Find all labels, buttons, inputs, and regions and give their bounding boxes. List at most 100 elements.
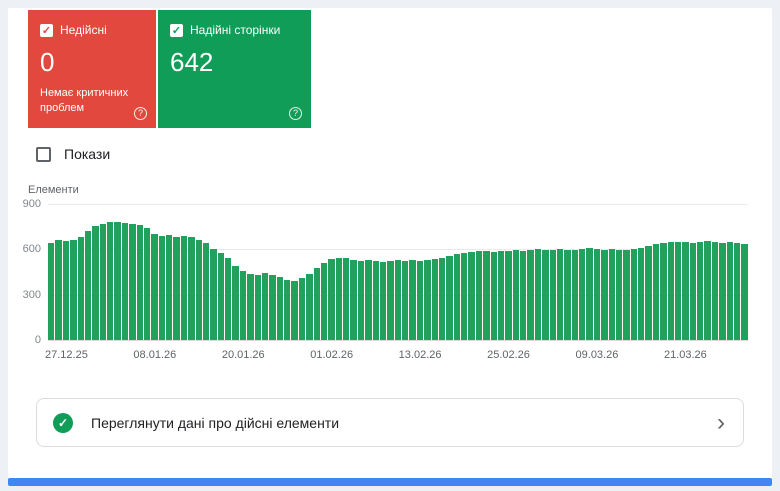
chart-bar[interactable] — [601, 249, 608, 340]
chart-bar[interactable] — [107, 222, 114, 340]
chart-bar[interactable] — [99, 223, 106, 340]
chart-bar[interactable] — [357, 260, 365, 340]
chart-bar[interactable] — [645, 246, 652, 340]
chart-bar[interactable] — [542, 250, 549, 340]
help-icon[interactable]: ? — [289, 107, 302, 120]
chart-bar[interactable] — [180, 235, 188, 340]
chart-bar[interactable] — [210, 248, 217, 340]
chart-bar[interactable] — [711, 242, 719, 340]
chart-bar[interactable] — [608, 248, 615, 340]
chart-bar[interactable] — [62, 241, 70, 340]
chart-bar[interactable] — [247, 273, 254, 340]
chart-bar[interactable] — [409, 260, 416, 340]
chart-bar[interactable] — [48, 243, 55, 340]
chart-bar[interactable] — [726, 241, 733, 340]
chart-bar[interactable] — [402, 260, 409, 340]
chart-bar[interactable] — [195, 240, 202, 340]
chart-bar[interactable] — [343, 258, 350, 340]
valid-card[interactable]: ✓ Надійні сторінки 642 ? — [158, 10, 311, 128]
chart-bar[interactable] — [527, 250, 534, 340]
chart-plot[interactable]: 0 300 600 900 — [23, 198, 748, 346]
valid-checkbox[interactable]: ✓ — [170, 23, 183, 37]
chart-bar[interactable] — [453, 254, 460, 340]
chart-bar[interactable] — [276, 277, 283, 340]
chart-bar[interactable] — [667, 241, 674, 340]
chart-bar[interactable] — [689, 242, 696, 340]
chart-bar[interactable] — [512, 250, 519, 340]
chart-bar[interactable] — [571, 250, 578, 340]
chart-bar[interactable] — [379, 262, 387, 340]
chart-bar[interactable] — [320, 262, 328, 340]
chart-bar[interactable] — [483, 250, 490, 340]
chart-bar[interactable] — [505, 251, 512, 340]
chart-bar[interactable] — [121, 222, 129, 340]
chart-bar[interactable] — [556, 248, 564, 340]
chart-bar[interactable] — [475, 251, 483, 340]
chart-bar[interactable] — [416, 260, 424, 340]
chart-bar[interactable] — [424, 259, 431, 340]
chart-bar[interactable] — [394, 259, 401, 340]
chart-bar[interactable] — [593, 249, 601, 340]
chart-bar[interactable] — [564, 249, 571, 340]
chart-bar[interactable] — [188, 237, 195, 340]
help-icon[interactable]: ? — [134, 107, 147, 120]
chart-bar[interactable] — [461, 253, 468, 340]
invalid-card[interactable]: ✓ Недійсні 0 Немає критичних проблем ? — [28, 10, 156, 128]
chart-bar[interactable] — [446, 255, 453, 340]
chart-bar[interactable] — [733, 242, 741, 340]
chart-bar[interactable] — [254, 275, 261, 340]
chart-bar[interactable] — [623, 250, 630, 340]
chart-bar[interactable] — [166, 234, 173, 340]
chart-bar[interactable] — [335, 257, 342, 340]
chart-bar[interactable] — [77, 237, 84, 340]
impressions-checkbox[interactable] — [36, 146, 51, 162]
chart-bar[interactable] — [704, 241, 711, 340]
chart-bar[interactable] — [151, 234, 158, 340]
chart-bar[interactable] — [306, 273, 313, 340]
chart-bar[interactable] — [534, 249, 542, 340]
valid-items-link[interactable]: ✓ Переглянути дані про дійсні елементи › — [36, 398, 744, 447]
chart-bar[interactable] — [328, 259, 335, 340]
chart-bar[interactable] — [55, 240, 62, 340]
chart-bar[interactable] — [173, 236, 180, 340]
chart-bar[interactable] — [652, 244, 660, 340]
chart-bar[interactable] — [719, 243, 726, 340]
chart-bar[interactable] — [136, 225, 143, 340]
chart-bar[interactable] — [549, 249, 556, 340]
chart-bar[interactable] — [372, 261, 379, 340]
chart-bar[interactable] — [350, 259, 357, 340]
chart-bar[interactable] — [92, 225, 99, 340]
chart-bar[interactable] — [291, 281, 298, 340]
chart-bar[interactable] — [225, 257, 232, 340]
chart-bar[interactable] — [129, 223, 136, 340]
chart-bar[interactable] — [630, 248, 637, 340]
invalid-checkbox[interactable]: ✓ — [40, 23, 53, 37]
chart-bar[interactable] — [586, 248, 593, 340]
chart-bar[interactable] — [741, 244, 748, 340]
chart-bar[interactable] — [497, 250, 505, 340]
chart-bar[interactable] — [261, 272, 269, 340]
chart-bar[interactable] — [490, 251, 497, 340]
chart-bar[interactable] — [365, 259, 372, 340]
chart-bar[interactable] — [579, 249, 586, 340]
chart-bar[interactable] — [232, 265, 239, 340]
chart-bar[interactable] — [674, 242, 682, 340]
chart-bar[interactable] — [468, 252, 475, 340]
chart-bar[interactable] — [114, 222, 121, 340]
chart-bar[interactable] — [70, 239, 77, 340]
chart-bar[interactable] — [682, 241, 689, 340]
chart-bar[interactable] — [158, 235, 165, 340]
chart-bar[interactable] — [239, 271, 247, 340]
chart-bar[interactable] — [269, 275, 276, 340]
chart-bar[interactable] — [313, 268, 320, 340]
chart-bar[interactable] — [284, 280, 291, 340]
chart-bar[interactable] — [298, 278, 306, 340]
chart-bar[interactable] — [520, 251, 527, 340]
chart-bar[interactable] — [84, 231, 92, 340]
chart-bar[interactable] — [202, 243, 210, 340]
chart-bar[interactable] — [638, 247, 645, 340]
chart-bar[interactable] — [697, 241, 704, 340]
chart-bar[interactable] — [217, 253, 224, 340]
chart-bar[interactable] — [438, 257, 446, 340]
chart-bar[interactable] — [615, 249, 623, 340]
